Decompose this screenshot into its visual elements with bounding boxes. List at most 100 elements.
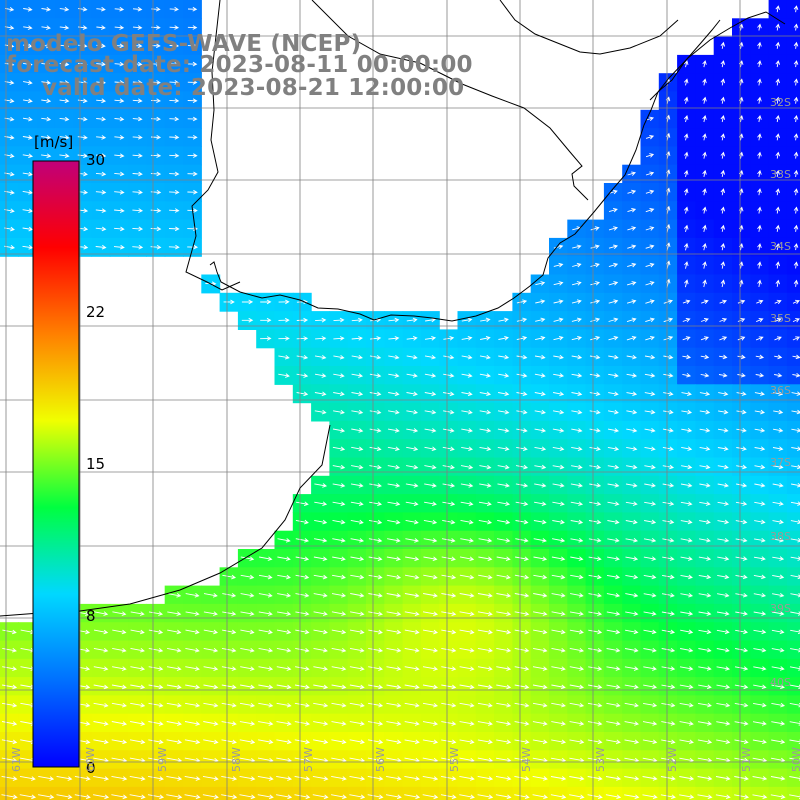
wind-arrow <box>387 483 401 488</box>
wind-arrow <box>771 739 786 745</box>
wind-arrow <box>589 428 601 433</box>
wind-arrow <box>331 629 347 635</box>
wind-arrow <box>442 446 455 452</box>
wind-arrow <box>2 629 17 635</box>
wind-arrow <box>553 262 564 268</box>
wind-arrow <box>22 190 34 195</box>
wind-arrow <box>150 244 162 250</box>
wind-arrow <box>422 739 439 745</box>
wind-arrows <box>1 5 800 800</box>
wind-arrow <box>702 261 707 269</box>
wind-arrow <box>41 7 51 12</box>
wind-arrow <box>699 409 711 415</box>
wind-arrow <box>331 739 347 745</box>
wind-arrow <box>369 464 382 470</box>
wind-arrow <box>571 409 583 415</box>
wind-arrow <box>203 647 219 653</box>
wind-cell <box>695 786 715 800</box>
wind-arrow <box>386 556 401 562</box>
wind-arrow <box>643 629 657 635</box>
wind-arrow <box>515 519 529 525</box>
wind-arrow <box>114 153 125 159</box>
wind-arrow <box>496 702 512 708</box>
wind-arrow <box>240 629 255 635</box>
wind-arrow <box>535 299 546 304</box>
wind-arrow <box>514 794 530 800</box>
wind-cell <box>786 292 800 312</box>
wind-arrow <box>386 721 402 726</box>
wind-arrow <box>587 757 603 763</box>
wind-arrow <box>589 354 601 360</box>
wind-arrow <box>698 611 712 616</box>
lat-label-34s: 34S <box>770 240 791 253</box>
wind-arrow <box>624 666 639 671</box>
wind-arrow <box>368 593 383 598</box>
wind-arrow <box>607 446 620 452</box>
wind-arrow <box>221 794 238 800</box>
wind-arrow <box>130 666 146 671</box>
wind-arrow <box>735 592 748 598</box>
wind-arrow <box>459 794 475 800</box>
wind-arrow <box>132 208 144 213</box>
wind-arrow <box>608 409 619 415</box>
wind-arrow <box>132 226 144 232</box>
wind-arrow <box>77 116 88 122</box>
wind-arrow <box>552 501 565 506</box>
wind-arrow <box>663 335 674 341</box>
wind-cell <box>786 237 800 257</box>
wind-arrow <box>644 464 656 470</box>
wind-arrow <box>203 721 219 726</box>
wind-arrow <box>276 702 292 708</box>
wind-arrow <box>663 373 674 378</box>
wind-arrow <box>626 391 638 397</box>
wind-arrow <box>569 629 584 635</box>
wind-arrow <box>680 629 694 635</box>
wind-arrow <box>423 574 438 580</box>
lat-label-38s: 38S <box>770 530 791 543</box>
wind-arrow <box>368 702 384 708</box>
wind-arrow <box>332 483 346 488</box>
wind-arrow <box>551 739 567 745</box>
wind-arrow <box>570 574 584 580</box>
wind-arrow <box>2 684 18 690</box>
wind-arrow <box>166 739 183 745</box>
wind-arrow <box>441 574 457 580</box>
wind-arrow <box>590 317 601 323</box>
wind-arrow <box>277 574 291 580</box>
wind-arrow <box>112 647 127 653</box>
wind-arrow <box>514 757 530 763</box>
wind-arrow <box>533 538 547 543</box>
wind-arrow <box>642 739 658 745</box>
wind-arrow <box>498 354 510 360</box>
colorbar-tick-15: 15 <box>86 455 106 473</box>
wind-arrow <box>460 464 474 470</box>
wind-arrow <box>351 391 364 397</box>
wind-arrow <box>222 629 237 635</box>
wind-arrow <box>496 647 512 653</box>
wind-arrow <box>203 684 219 690</box>
wind-arrow <box>589 501 602 506</box>
wind-arrow <box>221 647 237 653</box>
wind-arrow <box>699 537 711 543</box>
wind-arrow <box>736 483 748 488</box>
wind-arrow <box>734 776 749 781</box>
wind-arrow <box>752 739 767 745</box>
wind-arrow <box>422 721 439 726</box>
wind-arrow <box>791 409 800 415</box>
wind-arrow <box>757 206 762 214</box>
wind-arrow <box>735 556 748 561</box>
wind-arrow <box>754 501 766 506</box>
wind-arrow <box>571 281 582 286</box>
wind-arrow <box>716 666 731 671</box>
wind-arrow <box>296 299 308 305</box>
wind-arrow <box>387 446 400 452</box>
wind-cell <box>786 73 800 93</box>
wind-arrow <box>114 25 125 30</box>
wind-arrow <box>607 556 620 561</box>
wind-arrow <box>185 629 200 635</box>
wind-arrow <box>793 188 799 196</box>
wind-arrow <box>349 794 366 800</box>
wind-arrow <box>735 537 748 543</box>
wind-arrow <box>314 373 327 378</box>
wind-arrow <box>387 519 401 525</box>
